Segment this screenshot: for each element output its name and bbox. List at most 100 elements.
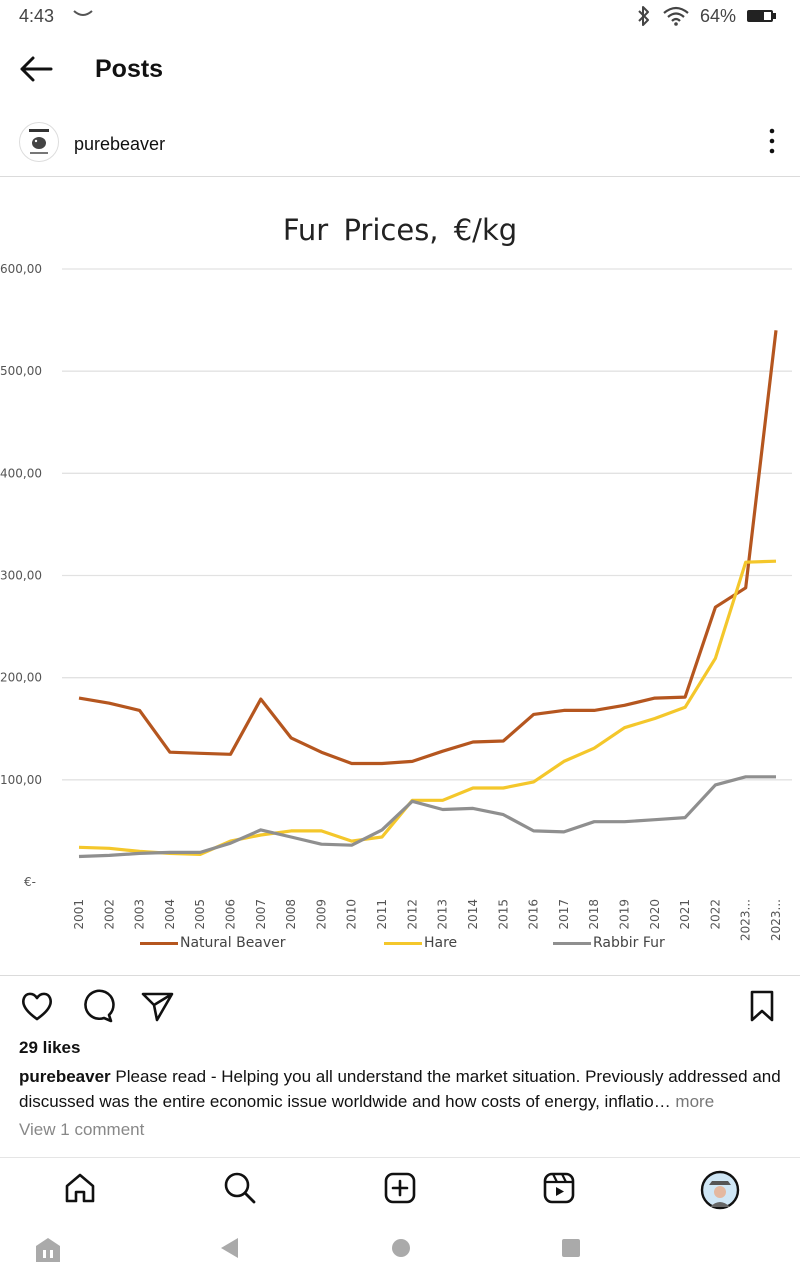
plus-square-icon <box>384 1172 416 1204</box>
legend-label: Rabbir Fur <box>593 935 665 951</box>
profile-avatar-icon <box>700 1170 740 1210</box>
x-tick-label: 2002 <box>102 899 116 930</box>
x-tick-label: 2018 <box>587 899 601 930</box>
y-tick-label: €- <box>24 875 36 889</box>
x-tick-label: 2023... <box>769 899 783 941</box>
x-tick-label: 2001 <box>72 899 86 930</box>
legend-item-rabbir-fur: Rabbir Fur <box>553 935 665 951</box>
circle-home-icon <box>392 1239 410 1257</box>
nav-profile[interactable] <box>700 1170 740 1210</box>
battery-icon <box>747 10 776 22</box>
search-icon <box>224 1172 256 1204</box>
x-tick-label: 2022 <box>708 899 722 930</box>
bottom-nav <box>0 1157 800 1218</box>
comment-button[interactable] <box>79 988 115 1024</box>
series-line-rabbir-fur <box>78 775 776 859</box>
x-tick-label: 2013 <box>436 899 450 930</box>
bookmark-icon <box>750 990 774 1022</box>
post-image[interactable]: Fur Prices, €/kg €- 100,00 200,00 300,00 400… <box>0 176 800 976</box>
caption-text: Please read - Helping you all understand… <box>19 1067 781 1111</box>
avatar[interactable] <box>19 122 59 162</box>
series-line-hare <box>78 559 777 857</box>
back-button[interactable] <box>18 54 54 84</box>
system-nav-bar <box>0 1220 800 1280</box>
post-caption: purebeaver Please read - Helping you all… <box>19 1067 781 1111</box>
x-tick-label: 2004 <box>163 899 177 930</box>
x-tick-label: 2008 <box>284 899 298 930</box>
post-header: purebeaver <box>0 118 800 170</box>
y-tick-label: 100,00 <box>0 773 42 787</box>
x-tick-label: 2015 <box>496 899 510 930</box>
page-title: Posts <box>95 55 164 83</box>
x-tick-label: 2019 <box>617 899 631 930</box>
y-tick-label: 400,00 <box>0 466 42 480</box>
legend-item-natural-beaver: Natural Beaver <box>140 935 286 951</box>
chart-plot: €- 100,00 200,00 300,00 400,00 500,00 600,00 2… <box>0 262 792 941</box>
x-tick-label: 2020 <box>648 899 662 930</box>
status-bar: 4:43 64% <box>0 0 800 34</box>
x-tick-label: 2006 <box>224 899 238 930</box>
nav-create[interactable] <box>382 1170 418 1206</box>
beaver-logo-icon <box>29 129 49 154</box>
share-button[interactable] <box>139 988 175 1024</box>
shop-icon <box>36 1238 60 1262</box>
x-tick-label: 2005 <box>193 899 207 930</box>
like-button[interactable] <box>19 988 55 1024</box>
x-tick-label: 2007 <box>254 899 268 930</box>
chart-legend: Natural Beaver Hare Rabbir Fur <box>0 935 800 959</box>
triangle-back-icon <box>221 1238 238 1258</box>
view-comments-link[interactable]: View 1 comment <box>19 1120 145 1139</box>
caption-username[interactable]: purebeaver <box>19 1067 111 1086</box>
y-tick-label: 500,00 <box>0 364 42 378</box>
nav-reels[interactable] <box>541 1170 577 1206</box>
series-line-natural-beaver <box>78 330 778 766</box>
send-icon <box>141 992 174 1022</box>
caption-more-link[interactable]: more <box>675 1092 715 1111</box>
x-tick-label: 2017 <box>557 899 571 930</box>
save-button[interactable] <box>744 988 780 1024</box>
nav-search[interactable] <box>222 1170 258 1206</box>
y-tick-label: 600,00 <box>0 262 42 276</box>
likes-count[interactable]: 29 likes <box>19 1038 81 1057</box>
legend-swatch <box>553 941 591 945</box>
x-tick-label: 2021 <box>678 899 692 930</box>
system-back-button[interactable] <box>218 1236 240 1265</box>
legend-swatch <box>384 941 422 945</box>
reels-icon <box>543 1172 575 1204</box>
comment-icon <box>84 989 115 1023</box>
x-tick-label: 2011 <box>375 899 389 930</box>
status-icons: 64% <box>636 5 778 27</box>
legend-item-hare: Hare <box>384 935 457 951</box>
more-vertical-icon <box>769 128 775 154</box>
legend-label: Hare <box>424 935 458 951</box>
more-options-button[interactable] <box>764 126 780 156</box>
post-username[interactable]: purebeaver <box>74 134 166 154</box>
assistant-button[interactable] <box>33 1236 63 1269</box>
x-tick-label: 2023... <box>739 899 753 941</box>
x-tick-label: 2012 <box>405 899 419 930</box>
status-time: 4:43 <box>19 6 55 26</box>
x-tick-label: 2009 <box>314 899 328 930</box>
system-home-button[interactable] <box>390 1236 412 1265</box>
system-recents-button[interactable] <box>560 1236 582 1265</box>
y-tick-label: 200,00 <box>0 671 42 685</box>
app-header: Posts <box>0 40 800 100</box>
x-tick-label: 2014 <box>466 899 480 930</box>
wifi-icon <box>663 6 689 26</box>
x-tick-label: 2010 <box>345 899 359 930</box>
bluetooth-icon <box>638 6 649 26</box>
x-tick-label: 2016 <box>527 899 541 930</box>
back-arrow-icon <box>20 56 53 82</box>
chart-title: Fur Prices, €/kg <box>282 213 518 247</box>
home-icon <box>65 1173 95 1203</box>
heart-icon <box>22 992 52 1021</box>
y-tick-label: 300,00 <box>0 569 42 583</box>
notification-icon <box>72 6 94 25</box>
post-actions <box>0 988 800 1026</box>
nav-home[interactable] <box>62 1170 98 1206</box>
square-recents-icon <box>562 1239 580 1257</box>
legend-label: Natural Beaver <box>180 935 286 951</box>
battery-percent: 64% <box>699 5 736 26</box>
legend-swatch <box>140 941 178 945</box>
x-tick-label: 2003 <box>133 899 147 930</box>
